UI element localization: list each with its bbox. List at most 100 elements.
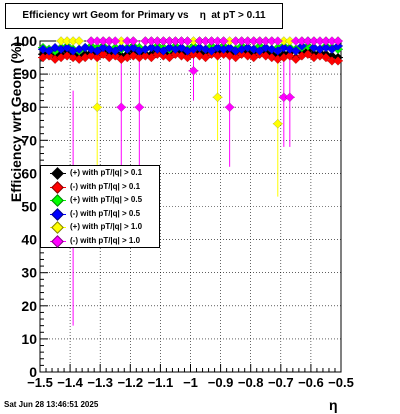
data-point xyxy=(333,56,343,66)
x-tick-label: −1.2 xyxy=(117,375,143,390)
data-point xyxy=(230,52,241,63)
legend-item: (+) with pT/|q| > 1.0 xyxy=(41,221,159,235)
data-point xyxy=(212,92,223,103)
data-point xyxy=(110,36,121,46)
data-point xyxy=(290,36,301,46)
data-point xyxy=(290,54,301,65)
y-tick-label: 40 xyxy=(21,232,37,248)
data-point xyxy=(260,36,271,46)
y-tick-label: 80 xyxy=(21,99,37,115)
data-point xyxy=(188,36,199,46)
data-point xyxy=(44,51,54,61)
x-tick-label: −1.3 xyxy=(87,375,113,390)
data-point xyxy=(321,52,331,63)
data-point xyxy=(321,36,331,46)
data-point xyxy=(74,36,84,46)
data-point xyxy=(122,36,133,46)
data-point xyxy=(146,52,157,63)
y-tick-label: 30 xyxy=(21,265,37,281)
legend-label: (-) with pT/|q| > 0.5 xyxy=(70,208,141,218)
data-point xyxy=(188,65,199,76)
data-point xyxy=(254,36,265,46)
legend-marker xyxy=(51,207,64,221)
data-point xyxy=(218,36,229,46)
data-point xyxy=(182,52,193,63)
data-point xyxy=(92,102,103,113)
data-point xyxy=(62,36,72,46)
y-tick-label: 100 xyxy=(14,33,38,49)
legend-item: (-) with pT/|q| > 0.5 xyxy=(41,207,159,221)
data-point xyxy=(327,56,337,66)
x-tick-label: −0.7 xyxy=(268,375,294,390)
data-point xyxy=(248,52,259,63)
data-point xyxy=(303,49,313,60)
x-tick-label: −0.6 xyxy=(298,375,324,390)
legend-label: (+) with pT/|q| > 1.0 xyxy=(70,222,143,232)
legend-item: (+) with pT/|q| > 0.5 xyxy=(41,194,159,208)
data-point xyxy=(248,36,259,46)
data-point xyxy=(194,36,205,46)
data-point xyxy=(170,36,181,46)
data-point xyxy=(206,36,217,46)
data-point xyxy=(206,46,217,56)
data-point xyxy=(200,36,211,46)
data-point xyxy=(86,36,97,46)
data-point xyxy=(56,36,66,46)
data-point xyxy=(278,92,289,103)
y-tick-label: 90 xyxy=(21,66,37,82)
data-point xyxy=(284,51,295,61)
legend-item: (-) with pT/|q| > 0.1 xyxy=(41,180,159,194)
x-tick-label: −0.8 xyxy=(238,375,264,390)
data-point xyxy=(272,46,283,56)
data-point xyxy=(98,49,109,60)
data-point xyxy=(164,36,175,46)
data-point xyxy=(62,42,72,53)
data-point xyxy=(116,36,127,46)
legend-item: (-) with pT/|q| > 1.0 xyxy=(41,235,159,248)
legend-label: (-) with pT/|q| > 0.1 xyxy=(70,181,141,191)
y-tick-label: 0 xyxy=(29,364,37,380)
y-tick-label: 20 xyxy=(21,298,37,314)
data-point xyxy=(284,36,295,46)
legend-marker xyxy=(51,221,64,235)
x-tick-label: −1.5 xyxy=(27,375,53,390)
legend-marker xyxy=(51,194,64,208)
x-tick-label: −0.5 xyxy=(328,375,354,390)
data-point xyxy=(116,102,127,113)
data-point xyxy=(327,36,337,46)
legend-marker xyxy=(51,235,64,248)
chart-title-box: Efficiency wrt Geom for Primary vs η at … xyxy=(5,3,283,29)
chart-title: Efficiency wrt Geom for Primary vs η at … xyxy=(22,10,266,21)
data-point xyxy=(333,36,343,46)
data-point xyxy=(98,36,109,46)
x-axis-label: η xyxy=(329,397,338,413)
y-tick-label: 10 xyxy=(21,331,37,347)
data-point xyxy=(92,46,103,56)
data-point xyxy=(254,46,265,56)
x-tick-label: −1.1 xyxy=(148,375,174,390)
data-point xyxy=(266,36,277,46)
legend-item: (+) with pT/|q| > 0.1 xyxy=(41,167,159,180)
x-tick-label: −0.9 xyxy=(208,375,234,390)
data-point xyxy=(236,36,247,46)
data-point xyxy=(290,46,301,56)
data-point xyxy=(297,41,307,51)
data-point xyxy=(315,36,325,46)
legend-label: (+) with pT/|q| > 0.1 xyxy=(70,168,143,177)
y-tick-label: 60 xyxy=(21,165,37,181)
data-point xyxy=(92,52,103,63)
data-point xyxy=(182,36,193,46)
x-tick-label: −1 xyxy=(183,375,198,390)
data-point xyxy=(134,102,145,113)
data-point xyxy=(297,36,307,46)
x-tick-label: −1.4 xyxy=(57,375,83,390)
data-point xyxy=(176,36,187,46)
data-point xyxy=(200,52,211,63)
data-point xyxy=(110,51,121,61)
data-point xyxy=(92,36,103,46)
legend-label: (-) with pT/|q| > 1.0 xyxy=(70,236,141,245)
data-point xyxy=(164,52,175,63)
y-tick-label: 70 xyxy=(21,132,37,148)
